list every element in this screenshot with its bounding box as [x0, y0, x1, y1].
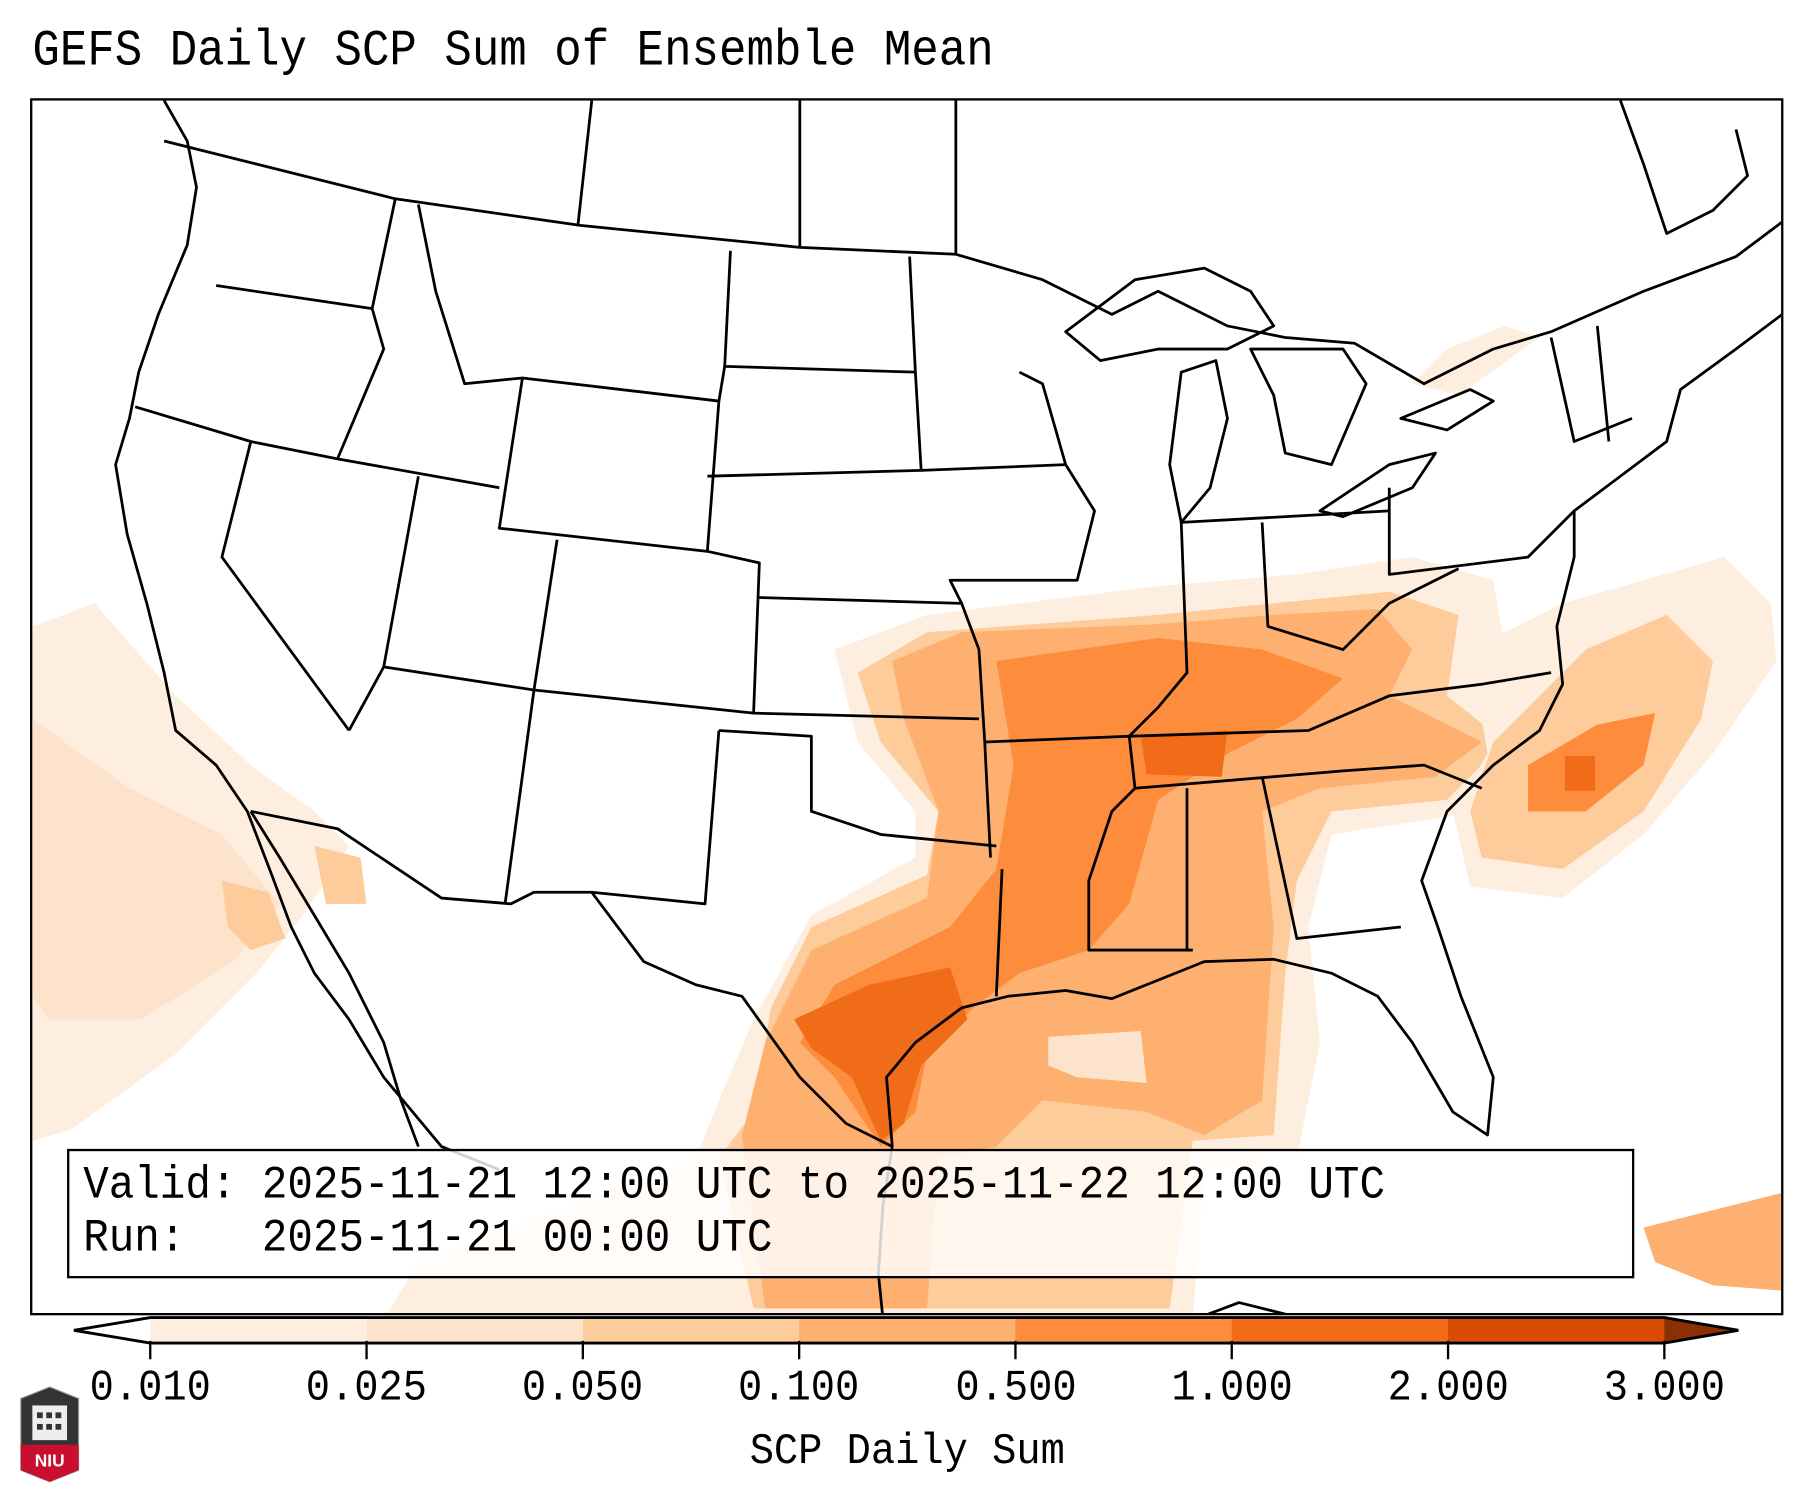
lake-superior: [1064, 266, 1276, 362]
state-line: [908, 256, 917, 373]
colorbar-segment: [150, 1317, 368, 1344]
state-line: [994, 869, 1004, 997]
borders: [114, 100, 1782, 1313]
state-line: [984, 734, 1193, 952]
scp-area-tn-core: [1140, 730, 1228, 777]
state-line: [1129, 671, 1552, 738]
scp-area-pacific-strong: [221, 880, 286, 951]
state-line: [1549, 337, 1633, 443]
state-line: [1595, 325, 1611, 442]
scp-area-south-orange: [742, 609, 1482, 1309]
state-line: [1260, 776, 1401, 940]
state-line: [1260, 522, 1460, 651]
run-row: Run: 2025-11-21 00:00 UTC: [83, 1214, 772, 1266]
lake-huron: [1249, 347, 1368, 467]
state-line: [718, 729, 997, 848]
state-line: [503, 539, 559, 905]
map-panel: [30, 98, 1784, 1316]
valid-row: Valid: 2025-11-21 12:00 UTC to 2025-11-2…: [83, 1160, 1385, 1212]
run-text: 2025-11-21 00:00 UTC: [261, 1213, 773, 1266]
colorbar: [73, 1316, 1739, 1345]
colorbar-tick-label: 0.025: [305, 1363, 428, 1414]
coastline-canada-east: [1619, 100, 1749, 235]
lake-erie: [1318, 451, 1437, 519]
scp-area-pacific-mid: [32, 718, 280, 1020]
state-line: [220, 441, 351, 732]
valid-text: 2025-11-21 12:00 UTC to 2025-11-22 12:00…: [261, 1160, 1385, 1213]
colorbar-over-extension: [1664, 1317, 1739, 1344]
state-line: [347, 475, 420, 732]
scp-area-atlantic-core: [1564, 755, 1596, 791]
colorbar-segment: [799, 1317, 1017, 1344]
scp-area-baja: [314, 846, 367, 904]
colorbar-segment: [366, 1317, 584, 1344]
state-line: [1018, 370, 1067, 466]
colorbar-tick-label: 0.500: [954, 1363, 1077, 1414]
state-line: [1134, 763, 1483, 790]
map-canvas: [32, 100, 1782, 1313]
state-line: [921, 463, 1096, 604]
valid-label: Valid:: [83, 1160, 237, 1213]
niu-logo: NIU: [20, 1386, 80, 1483]
colorbar-tick-label: 0.010: [89, 1363, 211, 1414]
coastline-yucatan: [1207, 1301, 1286, 1313]
border-canada: [163, 139, 1782, 386]
scp-area-east-canada: [1412, 325, 1540, 396]
colorbar-segment: [1015, 1317, 1233, 1344]
colorbar-tick-label: 0.050: [522, 1363, 644, 1414]
scp-area-caribbean: [1643, 1193, 1782, 1291]
colorbar-tick-label: 1.000: [1171, 1363, 1293, 1414]
scp-field: [32, 325, 1782, 1313]
colorbar-tick-label: 3.000: [1603, 1363, 1725, 1414]
colorbar-ticks: [149, 1340, 1666, 1360]
run-label: Run:: [83, 1213, 186, 1266]
state-line: [591, 730, 721, 906]
lake-michigan: [1168, 359, 1229, 524]
state-line: [336, 198, 397, 460]
state-line: [707, 250, 923, 478]
coastline-baja: [249, 810, 420, 1148]
colorbar-tick-label: 0.100: [738, 1363, 860, 1414]
colorbar-segment: [1231, 1317, 1449, 1344]
figure-title: GEFS Daily SCP Sum of Ensemble Mean: [32, 23, 994, 81]
scp-area-gulf-light-hole: [1048, 1030, 1147, 1083]
colorbar-tick-label: 2.000: [1387, 1363, 1509, 1414]
state-line: [576, 100, 594, 226]
colorbar-segment: [582, 1317, 800, 1344]
colorbar-under-extension: [73, 1317, 151, 1344]
border-mexico: [250, 810, 893, 1148]
state-line: [417, 204, 727, 403]
state-line: [215, 284, 373, 310]
state-line: [1387, 487, 1576, 576]
colorbar-label: SCP Daily Sum: [749, 1427, 1065, 1478]
state-line: [1181, 509, 1390, 524]
coastline-west: [114, 100, 500, 1171]
state-line: [134, 405, 500, 490]
scp-area-tx-core: [794, 967, 968, 1141]
state-line: [1128, 522, 1189, 738]
validity-info-box: Valid: 2025-11-21 12:00 UTC to 2025-11-2…: [67, 1148, 1635, 1279]
svg-text:NIU: NIU: [35, 1451, 65, 1471]
state-line: [383, 665, 979, 721]
colorbar-segment: [1448, 1317, 1665, 1344]
state-line: [759, 596, 992, 858]
lake-ontario: [1399, 388, 1495, 432]
